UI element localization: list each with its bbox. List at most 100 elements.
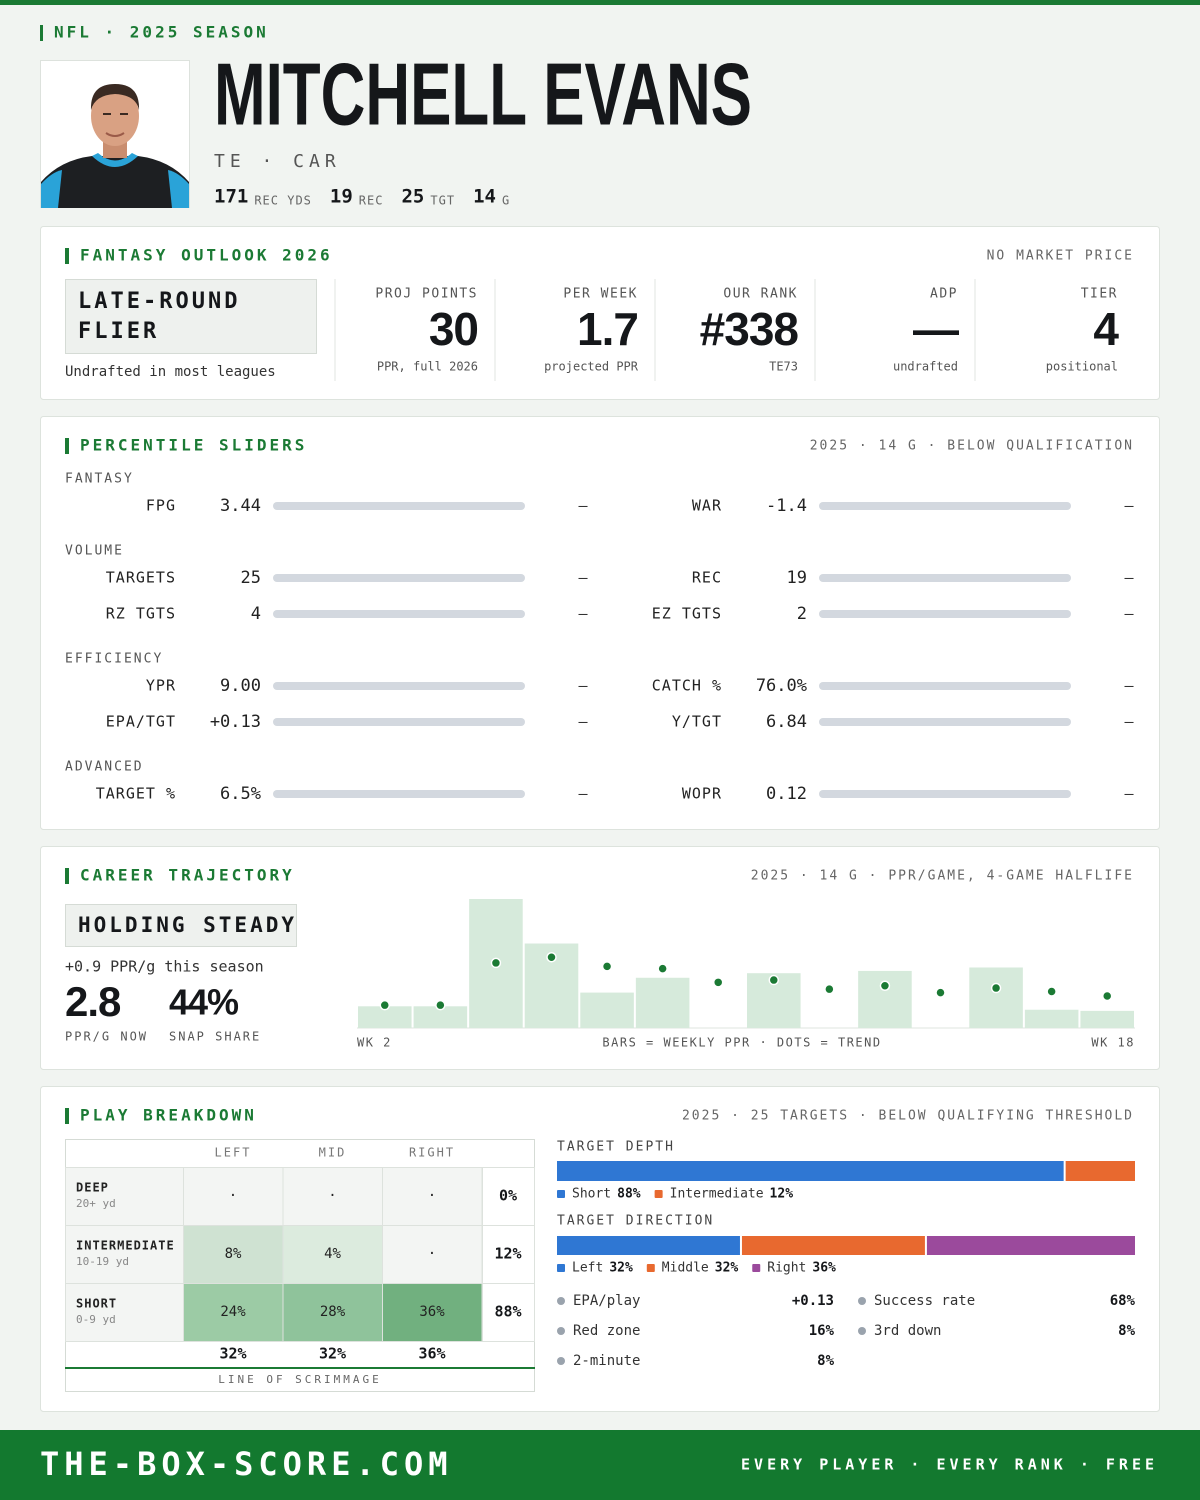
metric-sub: projected PPR xyxy=(544,360,639,374)
legend-value: 32% xyxy=(715,1261,739,1276)
slider-label: Y/TGT xyxy=(672,713,722,731)
site-name: THE-BOX-SCORE.COM xyxy=(40,1445,453,1483)
row-sub: 10-19 yd xyxy=(76,1255,129,1268)
slider-label: REC xyxy=(692,569,722,587)
stat-label: PPR/G NOW xyxy=(65,1030,148,1044)
slider-value: 4 xyxy=(251,604,261,624)
slider-value: 76.0% xyxy=(756,676,807,696)
slider-percentile: — xyxy=(1124,497,1134,515)
trend-dot xyxy=(657,963,668,974)
group-label: VOLUME xyxy=(65,544,124,559)
position: TE · CAR xyxy=(214,151,341,172)
trend-dot xyxy=(435,999,446,1011)
tagline: EVERY PLAYER · EVERY RANK · FREE xyxy=(741,1456,1158,1474)
league-marker xyxy=(40,25,43,41)
zone-cell xyxy=(183,1225,284,1284)
stat-label: 3rd down xyxy=(874,1323,941,1339)
slider-label: WOPR xyxy=(682,785,722,803)
row-label: SHORT xyxy=(76,1297,117,1311)
section-note: NO MARKET PRICE xyxy=(987,249,1134,264)
stat-value: 68% xyxy=(1110,1293,1136,1309)
section-marker xyxy=(65,248,69,264)
slider-percentile: — xyxy=(578,569,588,587)
slider-value: 9.00 xyxy=(220,676,261,696)
section-title: PERCENTILE SLIDERS xyxy=(80,436,307,455)
zone-value: · xyxy=(428,1246,436,1262)
collar xyxy=(92,153,138,167)
trend-dot xyxy=(1046,986,1057,997)
stat-label: TGT xyxy=(430,194,455,208)
stat-label: EPA/play xyxy=(573,1293,640,1309)
slider-label: RZ TGTS xyxy=(106,605,176,623)
legend-swatch xyxy=(654,1190,663,1198)
slider-label: YPR xyxy=(146,677,176,695)
zone-cell xyxy=(282,1167,383,1226)
league: NFL · 2025 SEASON xyxy=(54,23,269,42)
metric-sub: undrafted xyxy=(893,360,958,374)
legend-name: Right xyxy=(767,1261,806,1276)
stat-value: 2.8 xyxy=(65,978,121,1025)
group-label: EFFICIENCY xyxy=(65,652,163,667)
stat-value: +0.13 xyxy=(792,1293,834,1309)
brow xyxy=(103,113,111,115)
bar xyxy=(580,992,634,1028)
legend-name: Intermediate xyxy=(670,1187,764,1202)
bar-title: TARGET DIRECTION xyxy=(557,1214,714,1229)
slider-percentile: — xyxy=(1124,605,1134,623)
section-title: CAREER TRAJECTORY xyxy=(80,866,295,885)
stat-dot xyxy=(557,1357,565,1365)
zone-value: 36% xyxy=(419,1304,445,1320)
stat-value: 16% xyxy=(809,1323,835,1339)
slider-label: TARGETS xyxy=(106,569,176,587)
metric-label: ADP xyxy=(930,287,958,302)
row-label: DEEP xyxy=(76,1181,109,1195)
slider-value: 2 xyxy=(797,604,807,624)
slider-percentile: — xyxy=(1124,713,1134,731)
delta: +0.9 PPR/g this season xyxy=(65,958,264,976)
stat-dot xyxy=(858,1327,866,1335)
slider-track xyxy=(273,718,525,726)
legend-name: Left xyxy=(572,1261,603,1276)
brow xyxy=(120,113,128,115)
zone-value: 28% xyxy=(320,1304,346,1320)
total-cell xyxy=(482,1167,535,1226)
group-label: FANTASY xyxy=(65,472,134,487)
slider-label: TARGET % xyxy=(96,785,176,803)
hair xyxy=(90,84,140,110)
slider-track xyxy=(819,574,1071,582)
metric-sub: PPR, full 2026 xyxy=(377,360,478,374)
stat-label: 2-minute xyxy=(573,1353,640,1369)
column-total: 36% xyxy=(418,1345,445,1363)
slider-value: +0.13 xyxy=(210,712,261,732)
trend-dot xyxy=(879,980,891,992)
legend-value: 12% xyxy=(770,1187,794,1202)
metric-value: — xyxy=(913,303,959,355)
zone-value: · xyxy=(328,1188,336,1204)
legend-value: 88% xyxy=(617,1187,641,1202)
slider-label: EZ TGTS xyxy=(652,605,722,623)
zone-cell xyxy=(183,1167,284,1226)
legend-value: 36% xyxy=(812,1261,836,1276)
zone-value: 4% xyxy=(324,1246,341,1262)
zone-value: · xyxy=(428,1188,436,1204)
section-marker xyxy=(65,1108,69,1124)
slider-value: 0.12 xyxy=(766,784,807,804)
outlook-card xyxy=(40,226,1160,400)
slider-label: FPG xyxy=(146,497,176,515)
stat-value: 19 xyxy=(330,186,353,208)
bar xyxy=(1024,1009,1079,1028)
sliders-card xyxy=(40,416,1160,830)
trend-dot xyxy=(990,982,1002,994)
slider-track xyxy=(273,682,525,690)
total-cell xyxy=(482,1283,535,1342)
slider-track xyxy=(819,718,1071,726)
stat-dot xyxy=(557,1327,565,1335)
metric-value: #338 xyxy=(700,303,799,355)
row-sub: 0-9 yd xyxy=(76,1313,116,1326)
bar xyxy=(1080,1010,1134,1028)
stat-label: REC xyxy=(359,194,384,208)
stat-value: 14 xyxy=(473,186,496,208)
zone-cell xyxy=(282,1283,383,1342)
